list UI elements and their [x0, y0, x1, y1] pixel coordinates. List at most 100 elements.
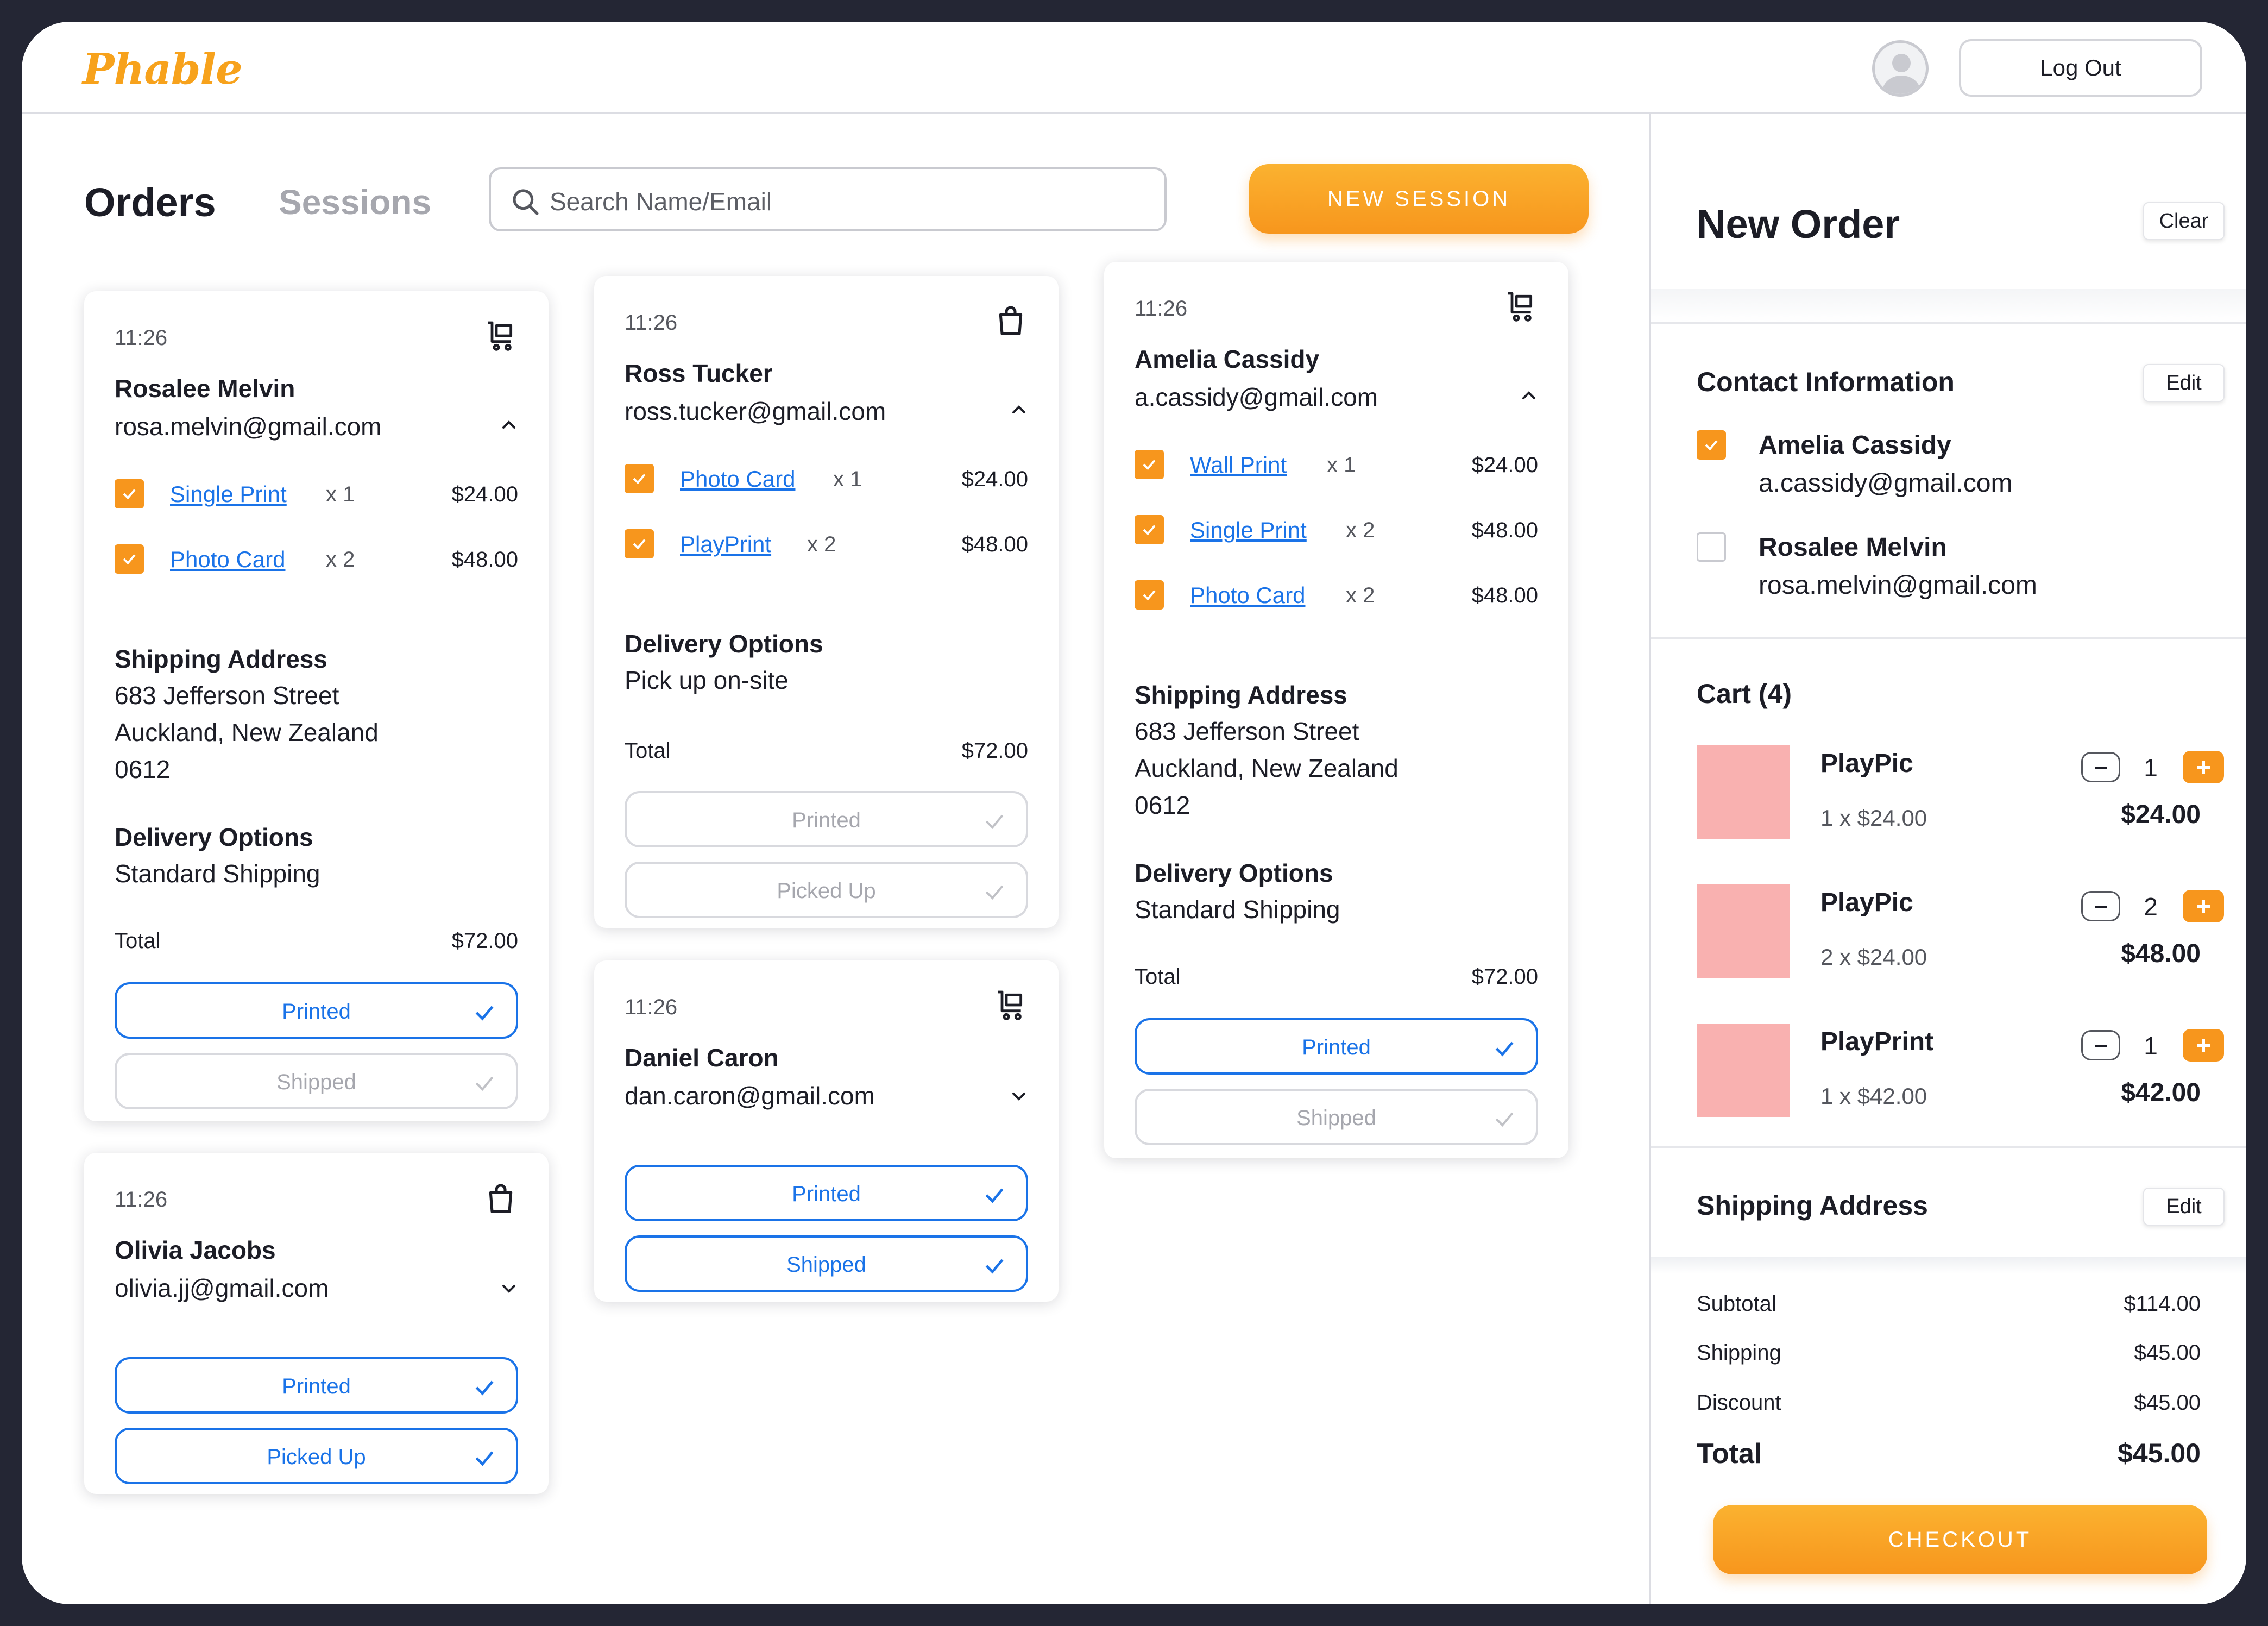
item-checkbox[interactable] [625, 464, 654, 493]
order-time: 11:26 [1135, 297, 1188, 321]
divider [1651, 1146, 2246, 1148]
delivery-option: Pick up on-site [625, 666, 789, 694]
subtotal-label: Subtotal [1697, 1292, 1776, 1316]
product-total: $24.00 [2121, 800, 2201, 829]
order-time: 11:26 [625, 995, 678, 1019]
item-link[interactable]: PlayPrint [680, 531, 772, 557]
status-printed-button[interactable]: Printed [625, 1165, 1028, 1221]
tab-sessions[interactable]: Sessions [279, 183, 432, 222]
product-name: PlayPic [1820, 749, 1913, 778]
delivery-title: Delivery Options [1135, 859, 1333, 887]
status-printed-button[interactable]: Printed [115, 982, 518, 1039]
item-price: $48.00 [961, 532, 1028, 556]
contact-email: rosa.melvin@gmail.com [1759, 571, 2037, 600]
item-link[interactable]: Photo Card [1190, 582, 1306, 608]
status-shipped-button[interactable]: Shipped [115, 1053, 518, 1109]
product-name: PlayPrint [1820, 1027, 1934, 1056]
total-label: Total [625, 739, 671, 763]
shipping-title: Shipping Address [1135, 681, 1347, 709]
product-unit-price: 1 x $42.00 [1820, 1083, 1927, 1109]
total-value: $72.00 [961, 739, 1028, 763]
item-link[interactable]: Single Print [1190, 517, 1307, 543]
clear-button[interactable]: Clear [2143, 202, 2225, 240]
total-label: Total [1135, 965, 1181, 989]
shopping-bag-icon [489, 1184, 513, 1213]
address-line: 0612 [1135, 791, 1190, 819]
item-price: $48.00 [1471, 518, 1538, 542]
status-shipped-button[interactable]: Shipped [1135, 1089, 1538, 1145]
order-card[interactable]: 11:26 Rosalee Melvin rosa.melvin@gmail.c… [84, 291, 549, 1121]
item-checkbox[interactable] [115, 479, 144, 508]
customer-email: rosa.melvin@gmail.com [115, 412, 382, 441]
address-line: Auckland, New Zealand [1135, 754, 1398, 782]
item-link[interactable]: Photo Card [680, 466, 796, 492]
contact-checkbox[interactable] [1697, 430, 1726, 460]
status-picked-up-button[interactable]: Picked Up [115, 1428, 518, 1484]
chevron-down-icon[interactable] [498, 1278, 520, 1299]
product-thumbnail [1697, 884, 1790, 978]
customer-email: ross.tucker@gmail.com [625, 397, 886, 425]
quantity-value: 2 [2144, 893, 2158, 921]
product-unit-price: 1 x $24.00 [1820, 805, 1927, 831]
item-price: $48.00 [1471, 583, 1538, 607]
increase-quantity-button[interactable] [2183, 890, 2224, 922]
customer-email: dan.caron@gmail.com [625, 1082, 875, 1110]
cart-icon [1508, 292, 1533, 322]
logout-button[interactable]: Log Out [1959, 39, 2202, 97]
chevron-down-icon[interactable] [1008, 1085, 1030, 1107]
decrease-quantity-button[interactable] [2081, 891, 2120, 921]
item-quantity: x 2 [1346, 518, 1375, 542]
status-printed-button[interactable]: Printed [1135, 1018, 1538, 1075]
order-card[interactable]: 11:26 Amelia Cassidy a.cassidy@gmail.com… [1104, 262, 1568, 1158]
total-value: $72.00 [451, 929, 518, 953]
shipping-edit-button[interactable]: Edit [2143, 1188, 2225, 1226]
status-printed-button[interactable]: Printed [625, 791, 1028, 847]
item-link[interactable]: Wall Print [1190, 452, 1287, 478]
chevron-up-icon[interactable] [498, 414, 520, 436]
order-card[interactable]: 11:26 Olivia Jacobs olivia.jj@gmail.com … [84, 1153, 549, 1494]
item-link[interactable]: Single Print [170, 481, 287, 507]
delivery-option: Standard Shipping [1135, 895, 1340, 924]
delivery-title: Delivery Options [115, 823, 313, 851]
status-picked-up-button[interactable]: Picked Up [625, 862, 1028, 918]
item-quantity: x 2 [326, 548, 355, 572]
status-printed-button[interactable]: Printed [115, 1357, 518, 1414]
discount-value: $45.00 [2134, 1391, 2201, 1415]
decrease-quantity-button[interactable] [2081, 1030, 2120, 1060]
item-checkbox[interactable] [115, 544, 144, 574]
contact-name: Amelia Cassidy [1759, 431, 1951, 460]
search-icon [513, 189, 539, 215]
customer-name: Olivia Jacobs [115, 1236, 276, 1264]
item-price: $24.00 [1471, 453, 1538, 477]
contact-checkbox[interactable] [1697, 532, 1726, 562]
avatar[interactable] [1872, 40, 1929, 97]
item-link[interactable]: Photo Card [170, 547, 286, 572]
increase-quantity-button[interactable] [2183, 1029, 2224, 1062]
order-time: 11:26 [625, 311, 678, 335]
delivery-option: Standard Shipping [115, 859, 320, 888]
item-price: $48.00 [451, 548, 518, 572]
contact-edit-button[interactable]: Edit [2143, 364, 2225, 402]
item-checkbox[interactable] [1135, 580, 1164, 610]
order-card[interactable]: 11:26 Ross Tucker ross.tucker@gmail.com … [594, 276, 1059, 928]
item-price: $24.00 [961, 467, 1028, 491]
address-line: 0612 [115, 755, 171, 783]
status-shipped-button[interactable]: Shipped [625, 1235, 1028, 1292]
product-unit-price: 2 x $24.00 [1820, 944, 1927, 970]
chevron-up-icon[interactable] [1008, 399, 1030, 420]
checkout-button[interactable]: CHECKOUT [1713, 1505, 2207, 1574]
delivery-title: Delivery Options [625, 630, 823, 658]
tab-orders[interactable]: Orders [84, 180, 216, 225]
order-card[interactable]: 11:26 Daniel Caron dan.caron@gmail.com P… [594, 960, 1059, 1302]
chevron-up-icon[interactable] [1518, 385, 1540, 406]
item-checkbox[interactable] [1135, 450, 1164, 479]
logo: Phable [83, 45, 243, 94]
decrease-quantity-button[interactable] [2081, 752, 2120, 782]
item-checkbox[interactable] [1135, 515, 1164, 544]
search-input[interactable]: Search Name/Email [489, 167, 1167, 231]
contact-title: Contact Information [1697, 367, 1955, 397]
item-checkbox[interactable] [625, 529, 654, 558]
increase-quantity-button[interactable] [2183, 751, 2224, 783]
customer-name: Daniel Caron [625, 1044, 779, 1072]
new-session-button[interactable]: NEW SESSION [1249, 164, 1589, 234]
